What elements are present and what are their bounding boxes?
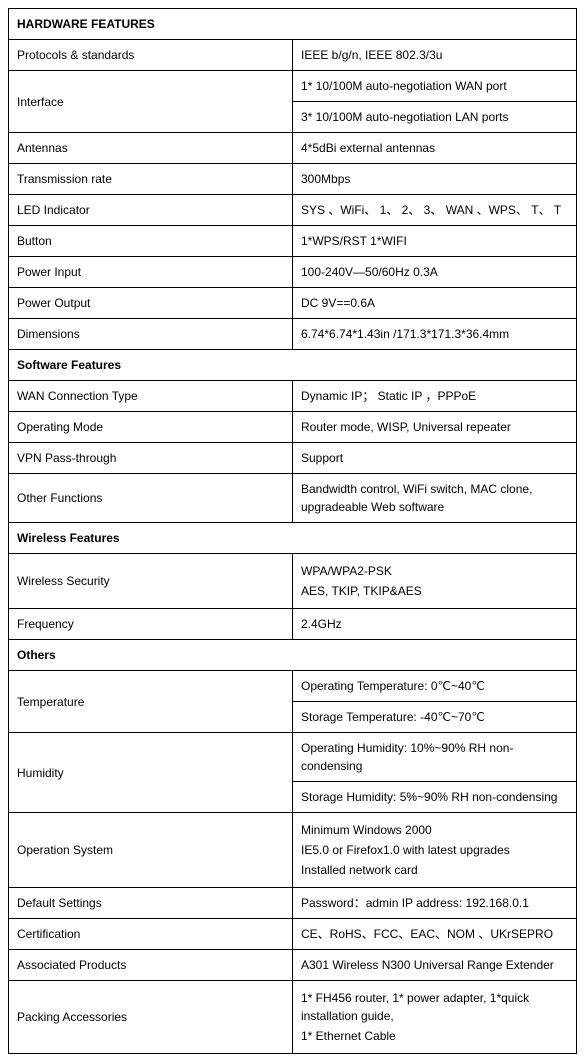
row-value-temperature-1: Operating Temperature: 0℃~40℃ bbox=[293, 671, 577, 702]
row-value-mode: Router mode, WISP, Universal repeater bbox=[293, 412, 577, 443]
row-value-security: WPA/WPA2-PSK AES, TKIP, TKIP&AES bbox=[293, 554, 577, 609]
row-label-wan: WAN Connection Type bbox=[9, 381, 293, 412]
section-header-hardware: HARDWARE FEATURES bbox=[9, 9, 577, 40]
row-label-os: Operation System bbox=[9, 813, 293, 888]
row-label-led: LED Indicator bbox=[9, 195, 293, 226]
row-label-cert: Certification bbox=[9, 919, 293, 950]
row-value-packing-1: 1* FH456 router, 1* power adapter, 1*qui… bbox=[301, 989, 568, 1025]
row-value-wan: Dynamic IP； Static IP ，PPPoE bbox=[293, 381, 577, 412]
row-value-dimensions: 6.74*6.74*1.43in /171.3*171.3*36.4mm bbox=[293, 319, 577, 350]
row-value-defaults: Password：admin IP address: 192.168.0.1 bbox=[293, 888, 577, 919]
row-value-frequency: 2.4GHz bbox=[293, 609, 577, 640]
row-value-packing: 1* FH456 router, 1* power adapter, 1*qui… bbox=[293, 981, 577, 1054]
row-value-os-2: IE5.0 or Firefox1.0 with latest upgrades bbox=[301, 841, 568, 859]
row-value-power-output: DC 9V==0.6A bbox=[293, 288, 577, 319]
row-value-interface-1: 1* 10/100M auto-negotiation WAN port bbox=[293, 71, 577, 102]
section-header-others: Others bbox=[9, 640, 577, 671]
row-value-humidity-1: Operating Humidity: 10%~90% RH non-conde… bbox=[293, 733, 577, 782]
spec-table: HARDWARE FEATURES Protocols & standards … bbox=[8, 8, 577, 1054]
section-header-software: Software Features bbox=[9, 350, 577, 381]
row-label-other: Other Functions bbox=[9, 474, 293, 523]
row-label-frequency: Frequency bbox=[9, 609, 293, 640]
row-value-protocols: IEEE b/g/n, IEEE 802.3/3u bbox=[293, 40, 577, 71]
row-value-os: Minimum Windows 2000 IE5.0 or Firefox1.0… bbox=[293, 813, 577, 888]
row-label-security: Wireless Security bbox=[9, 554, 293, 609]
row-value-security-2: AES, TKIP, TKIP&AES bbox=[301, 582, 568, 600]
row-value-transmission: 300Mbps bbox=[293, 164, 577, 195]
row-label-vpn: VPN Pass-through bbox=[9, 443, 293, 474]
row-label-associated: Associated Products bbox=[9, 950, 293, 981]
row-value-temperature-2: Storage Temperature: -40℃~70℃ bbox=[293, 702, 577, 733]
row-value-vpn: Support bbox=[293, 443, 577, 474]
row-value-power-input: 100-240V—50/60Hz 0.3A bbox=[293, 257, 577, 288]
row-value-cert: CE、RoHS、FCC、EAC、NOM 、UKrSEPRO bbox=[293, 919, 577, 950]
row-value-os-3: Installed network card bbox=[301, 861, 568, 879]
row-value-packing-2: 1* Ethernet Cable bbox=[301, 1027, 568, 1045]
row-value-led: SYS 、WiFi、 1、 2、 3、 WAN 、WPS、 T、 T bbox=[293, 195, 577, 226]
row-label-defaults: Default Settings bbox=[9, 888, 293, 919]
row-value-humidity-2: Storage Humidity: 5%~90% RH non-condensi… bbox=[293, 782, 577, 813]
row-value-os-1: Minimum Windows 2000 bbox=[301, 821, 568, 839]
row-label-temperature: Temperature bbox=[9, 671, 293, 733]
row-value-interface-2: 3* 10/100M auto-negotiation LAN ports bbox=[293, 102, 577, 133]
row-label-protocols: Protocols & standards bbox=[9, 40, 293, 71]
row-label-dimensions: Dimensions bbox=[9, 319, 293, 350]
row-value-security-1: WPA/WPA2-PSK bbox=[301, 562, 568, 580]
row-label-button: Button bbox=[9, 226, 293, 257]
row-value-other: Bandwidth control, WiFi switch, MAC clon… bbox=[293, 474, 577, 523]
row-value-antennas: 4*5dBi external antennas bbox=[293, 133, 577, 164]
row-label-power-input: Power Input bbox=[9, 257, 293, 288]
row-label-power-output: Power Output bbox=[9, 288, 293, 319]
row-label-humidity: Humidity bbox=[9, 733, 293, 813]
row-value-button: 1*WPS/RST 1*WIFI bbox=[293, 226, 577, 257]
row-label-mode: Operating Mode bbox=[9, 412, 293, 443]
section-header-wireless: Wireless Features bbox=[9, 523, 577, 554]
row-label-interface: Interface bbox=[9, 71, 293, 133]
row-label-transmission: Transmission rate bbox=[9, 164, 293, 195]
row-label-packing: Packing Accessories bbox=[9, 981, 293, 1054]
row-value-associated: A301 Wireless N300 Universal Range Exten… bbox=[293, 950, 577, 981]
row-label-antennas: Antennas bbox=[9, 133, 293, 164]
